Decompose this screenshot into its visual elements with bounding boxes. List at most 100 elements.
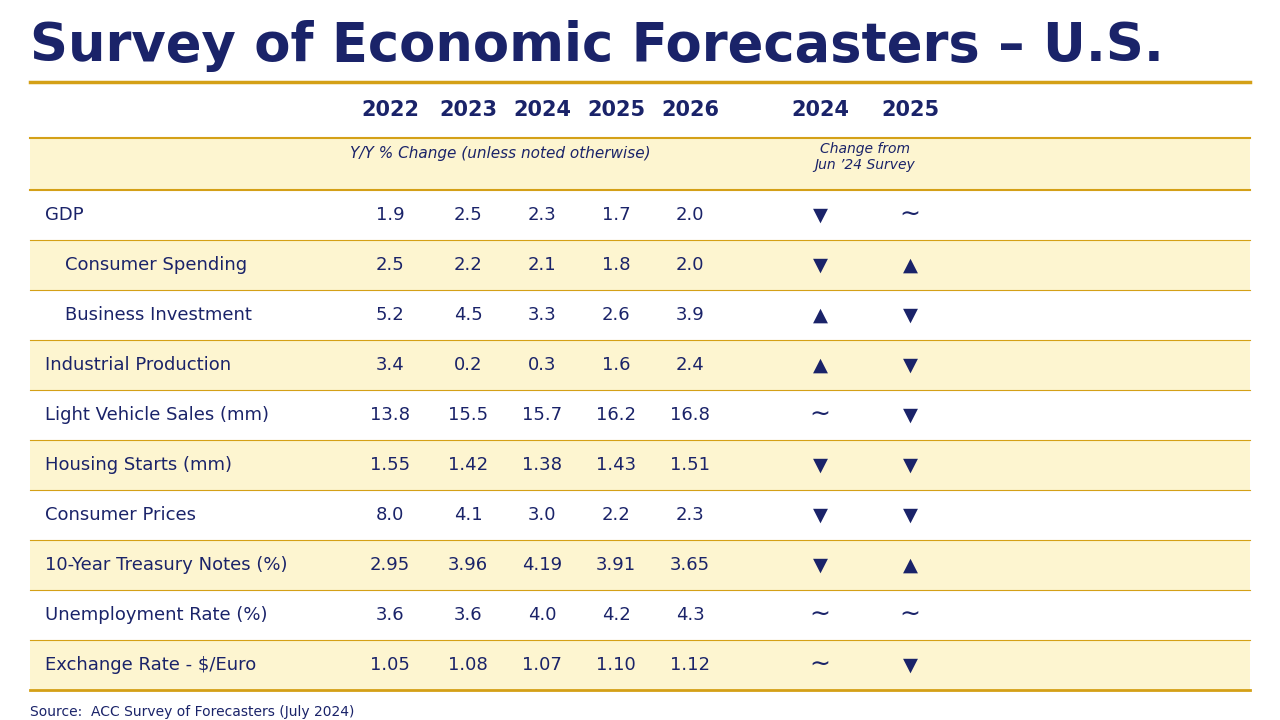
Bar: [29, 340, 1251, 390]
Text: 16.8: 16.8: [669, 406, 710, 424]
Text: 2.3: 2.3: [676, 506, 704, 524]
Text: 0.2: 0.2: [453, 356, 483, 374]
Text: Business Investment: Business Investment: [65, 306, 252, 324]
Text: 4.2: 4.2: [602, 606, 630, 624]
Text: ▼: ▼: [813, 505, 827, 524]
Text: 4.1: 4.1: [453, 506, 483, 524]
Text: ▼: ▼: [813, 556, 827, 575]
Text: ▼: ▼: [902, 456, 918, 474]
Bar: [29, 490, 1251, 540]
Text: 2024: 2024: [791, 100, 849, 120]
Text: ∼: ∼: [809, 653, 831, 677]
Text: 1.38: 1.38: [522, 456, 562, 474]
Text: 10-Year Treasury Notes (%): 10-Year Treasury Notes (%): [45, 556, 288, 574]
Text: 1.42: 1.42: [448, 456, 488, 474]
Text: 5.2: 5.2: [375, 306, 404, 324]
Bar: [29, 540, 1251, 590]
Text: 4.5: 4.5: [453, 306, 483, 324]
Text: Unemployment Rate (%): Unemployment Rate (%): [45, 606, 268, 624]
Text: ▼: ▼: [902, 405, 918, 425]
Text: 2.0: 2.0: [676, 206, 704, 224]
Text: 2.1: 2.1: [527, 256, 557, 274]
Bar: [29, 190, 1251, 240]
Text: ▼: ▼: [813, 205, 827, 225]
Bar: [29, 590, 1251, 640]
Text: 1.55: 1.55: [370, 456, 410, 474]
Text: ▼: ▼: [902, 356, 918, 374]
Text: 2.2: 2.2: [602, 506, 630, 524]
Text: 15.5: 15.5: [448, 406, 488, 424]
Text: 2.6: 2.6: [602, 306, 630, 324]
Text: 2.0: 2.0: [676, 256, 704, 274]
Text: Source:  ACC Survey of Forecasters (July 2024): Source: ACC Survey of Forecasters (July …: [29, 705, 355, 719]
Text: 2025: 2025: [881, 100, 940, 120]
Text: 2023: 2023: [439, 100, 497, 120]
Text: 1.10: 1.10: [596, 656, 636, 674]
Text: GDP: GDP: [45, 206, 83, 224]
Bar: [29, 290, 1251, 340]
Bar: [29, 440, 1251, 490]
Text: 4.3: 4.3: [676, 606, 704, 624]
Text: 1.08: 1.08: [448, 656, 488, 674]
Text: ▲: ▲: [813, 356, 827, 374]
Text: Consumer Spending: Consumer Spending: [65, 256, 247, 274]
Text: 13.8: 13.8: [370, 406, 410, 424]
Text: 2024: 2024: [513, 100, 571, 120]
Text: 1.07: 1.07: [522, 656, 562, 674]
Text: 4.0: 4.0: [527, 606, 557, 624]
Bar: [29, 640, 1251, 690]
Text: Housing Starts (mm): Housing Starts (mm): [45, 456, 232, 474]
Text: 3.4: 3.4: [375, 356, 404, 374]
Text: 3.0: 3.0: [527, 506, 557, 524]
Bar: [29, 240, 1251, 290]
Text: 2.2: 2.2: [453, 256, 483, 274]
Text: ▼: ▼: [813, 456, 827, 474]
Text: ∼: ∼: [900, 203, 920, 227]
Text: ▼: ▼: [902, 655, 918, 675]
Text: 2.5: 2.5: [453, 206, 483, 224]
Text: 2026: 2026: [660, 100, 719, 120]
Text: 3.6: 3.6: [453, 606, 483, 624]
Text: 2.5: 2.5: [375, 256, 404, 274]
Text: ▼: ▼: [902, 305, 918, 325]
Text: 4.19: 4.19: [522, 556, 562, 574]
Text: 1.43: 1.43: [596, 456, 636, 474]
Text: 2.4: 2.4: [676, 356, 704, 374]
Text: Change from
Jun ’24 Survey: Change from Jun ’24 Survey: [814, 142, 915, 172]
Text: Y/Y % Change (unless noted otherwise): Y/Y % Change (unless noted otherwise): [349, 146, 650, 161]
Text: ▼: ▼: [902, 505, 918, 524]
Text: ∼: ∼: [809, 403, 831, 427]
Text: 3.6: 3.6: [376, 606, 404, 624]
Bar: [29, 390, 1251, 440]
Text: ▲: ▲: [902, 556, 918, 575]
Text: Industrial Production: Industrial Production: [45, 356, 232, 374]
Text: 2025: 2025: [588, 100, 645, 120]
Text: ∼: ∼: [809, 603, 831, 627]
Text: 3.9: 3.9: [676, 306, 704, 324]
Text: 1.7: 1.7: [602, 206, 630, 224]
Text: 1.6: 1.6: [602, 356, 630, 374]
Text: 1.05: 1.05: [370, 656, 410, 674]
Text: 1.12: 1.12: [669, 656, 710, 674]
Text: Consumer Prices: Consumer Prices: [45, 506, 196, 524]
Text: 1.8: 1.8: [602, 256, 630, 274]
Text: 3.96: 3.96: [448, 556, 488, 574]
Text: 3.3: 3.3: [527, 306, 557, 324]
Text: 2.3: 2.3: [527, 206, 557, 224]
Text: ▲: ▲: [813, 305, 827, 325]
Text: Survey of Economic Forecasters – U.S.: Survey of Economic Forecasters – U.S.: [29, 20, 1164, 72]
Text: 15.7: 15.7: [522, 406, 562, 424]
Text: 1.9: 1.9: [376, 206, 404, 224]
Text: 3.65: 3.65: [669, 556, 710, 574]
Text: 1.51: 1.51: [669, 456, 710, 474]
Text: 3.91: 3.91: [596, 556, 636, 574]
Text: 8.0: 8.0: [376, 506, 404, 524]
Text: Light Vehicle Sales (mm): Light Vehicle Sales (mm): [45, 406, 269, 424]
Text: 0.3: 0.3: [527, 356, 557, 374]
Text: 16.2: 16.2: [596, 406, 636, 424]
Text: 2022: 2022: [361, 100, 419, 120]
Text: ▲: ▲: [902, 256, 918, 274]
Text: Exchange Rate - $/Euro: Exchange Rate - $/Euro: [45, 656, 256, 674]
Text: ▼: ▼: [813, 256, 827, 274]
Text: ∼: ∼: [900, 603, 920, 627]
